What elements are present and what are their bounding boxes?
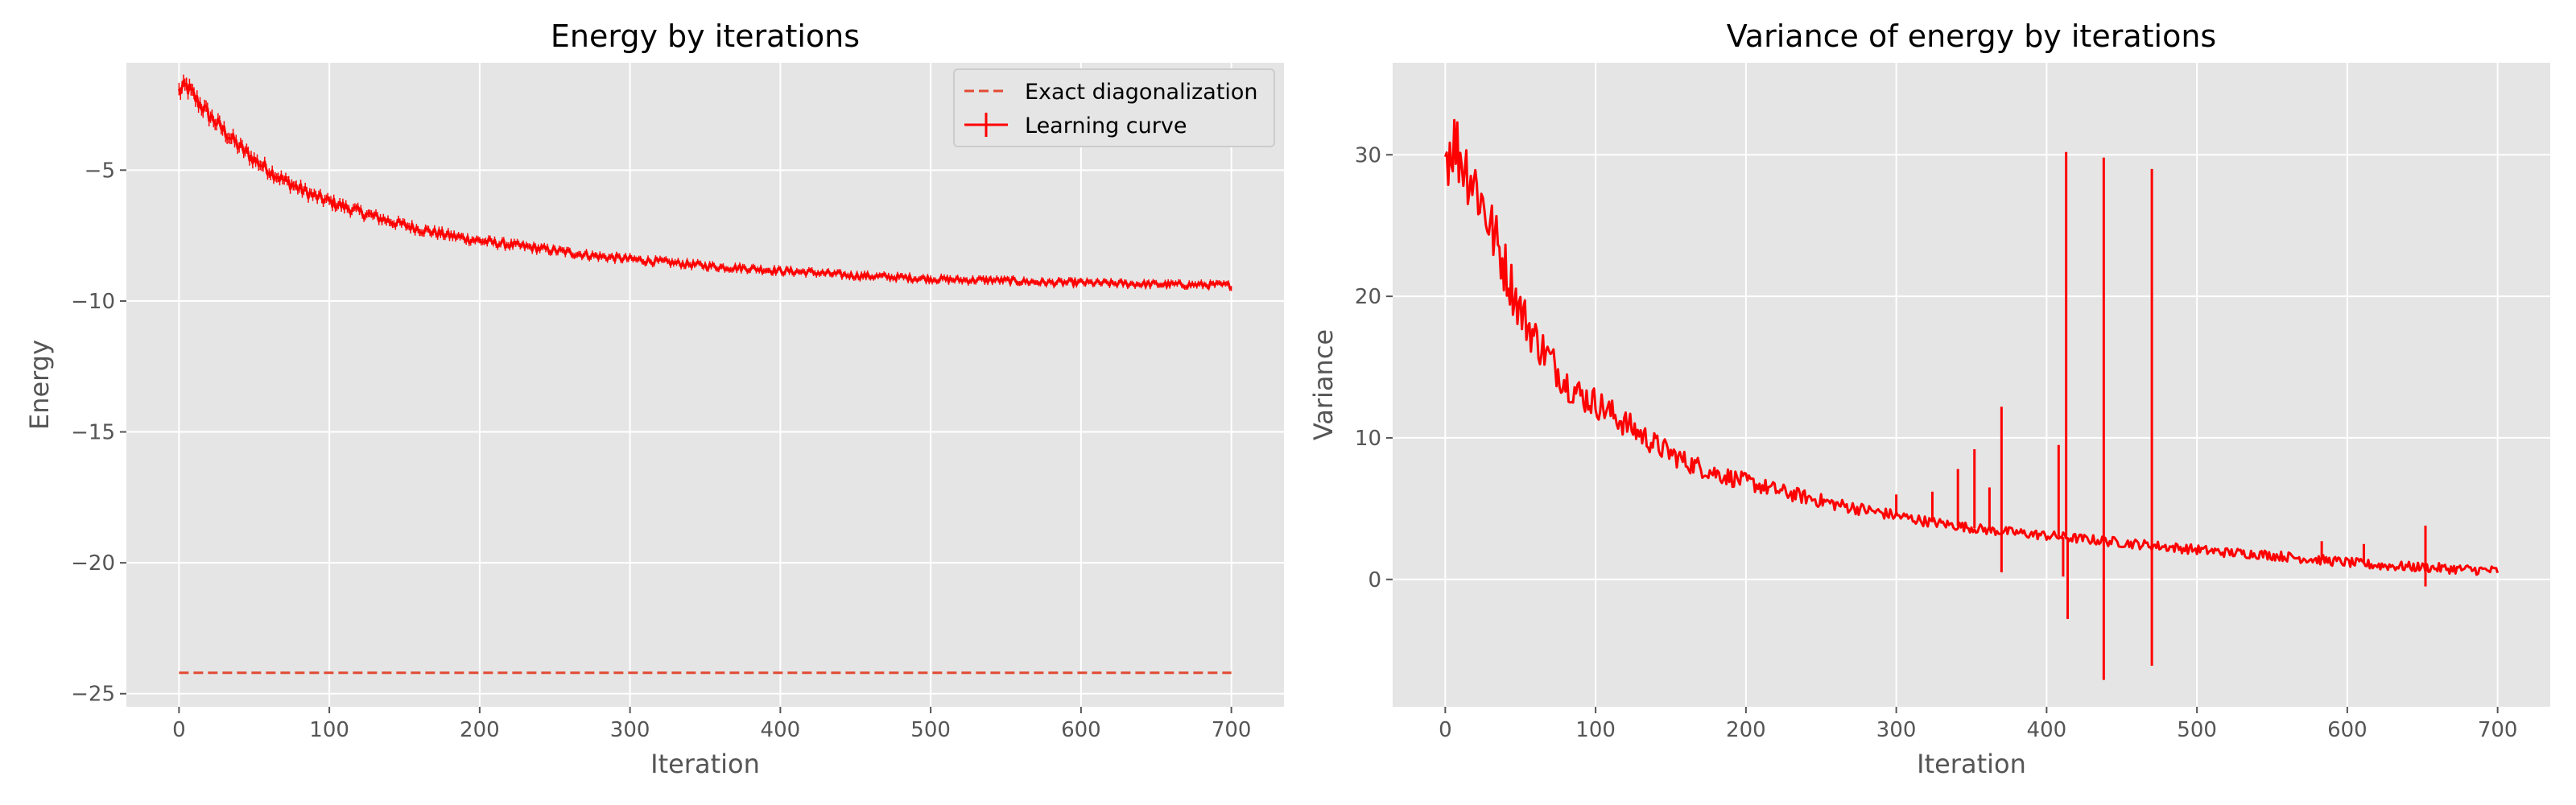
learning-curve-line [177,79,1232,290]
x-tick-label: 400 [2027,718,2067,742]
variance-y-axis-label: Variance [1308,329,1339,440]
y-tick-label: 10 [1355,427,1381,451]
legend-exact-label: Exact diagonalization [1025,80,1258,105]
x-tick-label: 600 [1061,718,1101,742]
energy-grid [126,63,1284,707]
y-tick-label: −10 [71,290,115,314]
y-tick-label: −20 [71,551,115,576]
variance-grid [1393,63,2550,707]
energy-plot-area [126,63,1284,707]
x-tick-label: 500 [2177,718,2217,742]
x-tick-label: 600 [2327,718,2368,742]
x-tick-label: 300 [610,718,650,742]
x-tick-label: 200 [1726,718,1766,742]
x-tick-label: 700 [1212,718,1252,742]
energy-x-axis-label: Iteration [650,749,760,779]
variance-chart-title: Variance of energy by iterations [1727,19,2216,54]
legend-box [953,68,1275,147]
energy-data-layer [177,74,1232,675]
x-tick-label: 300 [1876,718,1917,742]
energy-y-axis-label: Energy [24,340,55,430]
energy-chart: 0 100 200 300 400 500 600 700 −5 −10 −15 −20 −25 Ene… [24,19,1284,779]
variance-x-axis-label: Iteration [1917,749,2026,779]
x-tick-label: 0 [172,718,186,742]
y-tick-label: 20 [1355,285,1381,309]
y-tick-label: 30 [1355,143,1381,167]
energy-chart-title: Energy by iterations [551,19,860,54]
x-tick-label: 400 [761,718,801,742]
energy-legend: Exact diagonalization Learning curve [953,68,1275,147]
x-tick-label: 500 [910,718,951,742]
x-tick-label: 200 [460,718,500,742]
x-tick-label: 700 [2478,718,2518,742]
variance-data-layer [1443,118,2500,680]
x-tick-label: 100 [1575,718,1616,742]
y-tick-label: 0 [1368,568,1381,592]
x-tick-label: 0 [1439,718,1452,742]
legend-learning-label: Learning curve [1025,114,1187,138]
x-tick-label: 100 [309,718,349,742]
variance-plot-area [1393,63,2550,707]
y-tick-label: −5 [85,159,115,183]
y-tick-label: −15 [71,421,115,445]
energy-ticks: 0 100 200 300 400 500 600 700 −5 −10 −15 −20 −25 [71,159,1251,742]
y-tick-label: −25 [71,683,115,707]
